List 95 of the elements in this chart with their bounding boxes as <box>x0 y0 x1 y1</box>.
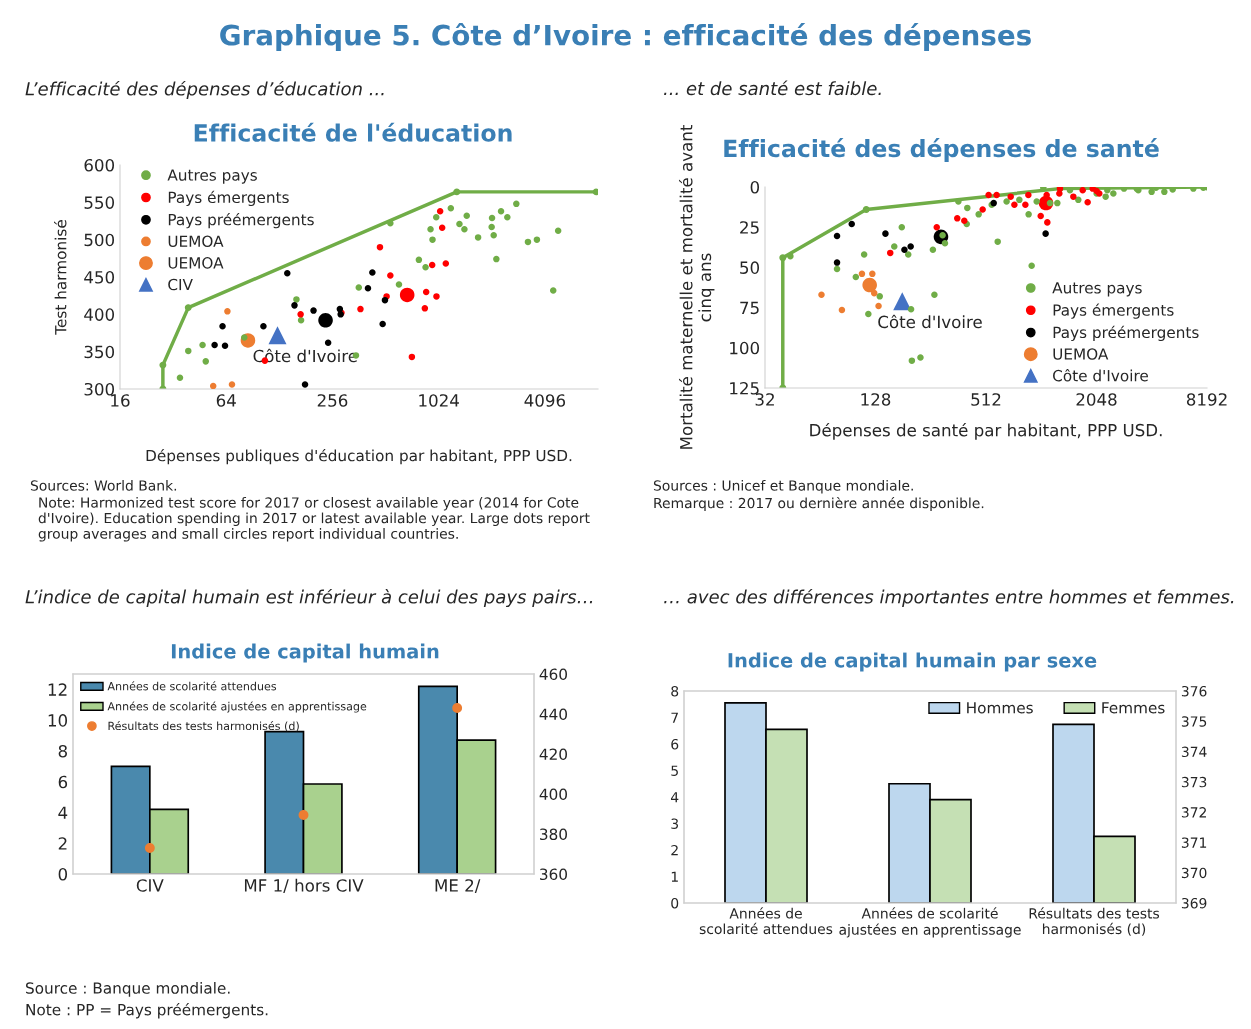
y-axis-title: Test harmonisé <box>54 220 67 335</box>
x-tick-label: Années de scolarité attendues <box>699 907 833 935</box>
text: Remarque : 2017 ou dernière année disponible. <box>654 497 984 511</box>
legend-label: Femmes <box>1102 702 1165 714</box>
legend-label: CIV <box>168 278 193 291</box>
y2-tick-label: 372 <box>1181 807 1206 818</box>
x-tick-label: 512 <box>971 393 1001 406</box>
legend-label: Pays émergents <box>1053 303 1174 319</box>
y-tick-label: 8 <box>58 744 67 758</box>
x-tick-label: ME 2/ <box>435 879 481 894</box>
legend-label: Années de scolarité ajustées en apprentissage <box>107 701 367 713</box>
y2-tick-label: 440 <box>539 708 568 721</box>
y-tick-label: 450 <box>84 270 115 284</box>
y2-tick-label: 371 <box>1181 837 1207 848</box>
y2-tick-label: 376 <box>1181 685 1207 697</box>
y-tick-label: 400 <box>84 308 115 321</box>
chart-subtitle: ... et de santé est faible. <box>664 80 881 96</box>
y-tick-label: 75 <box>740 301 759 315</box>
legend-label: Hommes <box>967 702 1033 714</box>
x-tick-label: 64 <box>216 394 236 407</box>
source-note: Source : Banque mondiale. <box>26 982 230 997</box>
y-tick-label: 6 <box>671 738 679 750</box>
y-tick-label: 12 <box>48 683 67 696</box>
legend-label: Pays préémergents <box>1053 325 1199 342</box>
text: Note : PP = Pays préémergents. <box>26 1003 268 1019</box>
y-tick-label: 100 <box>730 341 760 355</box>
y-tick-label: 10 <box>48 714 68 727</box>
y-tick-label: 0 <box>671 897 679 909</box>
y2-tick-label: 400 <box>539 788 568 801</box>
x-tick-label: 16 <box>111 394 130 407</box>
x-axis-title: Dépenses publiques d'éducation par habitant, PPP USD. <box>146 448 572 465</box>
y-tick-label: 125 <box>730 381 759 395</box>
legend-label: Pays émergents <box>168 190 289 207</box>
y-tick-label: 300 <box>84 382 115 396</box>
legend-label: UEMOA <box>168 235 224 248</box>
text: Graphique 5. Côte d’Ivoire : efficacité des dépenses <box>220 23 1031 51</box>
y-tick-label: 25 <box>740 221 759 234</box>
y-tick-label: 350 <box>84 345 115 359</box>
y-tick-label: 2 <box>671 844 678 856</box>
legend-label: UEMOA <box>168 257 224 269</box>
chart-subtitle: L’efficacité des dépenses d’éducation ... <box>25 80 384 100</box>
chart-title: Efficacité de l'éducation <box>194 122 512 142</box>
source-note: Sources : Unicef et Banque mondiale. <box>653 480 913 494</box>
chart-subtitle: L’indice de capital humain est inférieur à celui des pays pairs… <box>25 588 593 608</box>
legend-label: Autres pays <box>167 169 257 184</box>
y2-tick-label: 375 <box>1181 716 1207 727</box>
y2-tick-label: 373 <box>1181 776 1207 788</box>
y2-tick-label: 374 <box>1181 746 1207 758</box>
chart-title: Indice de capital humain par sexe <box>728 652 1097 672</box>
y2-tick-label: 460 <box>539 668 568 681</box>
y2-tick-label: 370 <box>1181 867 1207 879</box>
y-tick-label: 2 <box>58 837 67 850</box>
y-tick-label: 7 <box>671 712 678 723</box>
x-tick-label: 4096 <box>524 394 566 407</box>
y2-tick-label: 369 <box>1181 897 1207 909</box>
y-tick-label: 6 <box>58 775 68 789</box>
x-tick-label: Années de scolarité ajustées en apprentissage <box>839 907 1021 938</box>
legend-label: Résultats des tests harmonisés (d) <box>108 721 299 732</box>
y-tick-label: 600 <box>84 158 115 172</box>
y-tick-label: 50 <box>740 261 760 274</box>
y2-tick-label: 420 <box>539 748 568 761</box>
y-tick-label: 550 <box>84 196 115 209</box>
y2-tick-label: 360 <box>540 868 568 881</box>
y-tick-label: 8 <box>671 685 679 697</box>
legend-label: Années de scolarité attendues <box>107 681 277 691</box>
x-tick-label: 128 <box>861 393 891 406</box>
y-axis-title: Mortalité maternelle et mortalité avant cinq ans <box>678 124 715 449</box>
x-tick-label: MF 1/ hors CIV <box>244 878 364 894</box>
y-tick-label: 0 <box>750 180 760 194</box>
y-tick-label: 3 <box>671 818 679 829</box>
legend-label: Côte d'Ivoire <box>1053 368 1148 382</box>
x-tick-label: Résultats des tests harmonisés (d) <box>1029 907 1160 936</box>
x-tick-label: 1024 <box>419 394 459 407</box>
x-tick-label: 256 <box>317 394 348 407</box>
legend-label: Autres pays <box>1052 282 1142 297</box>
chart-title: Efficacité des dépenses de santé <box>724 138 1159 162</box>
source-note: Sources: World Bank. <box>30 480 177 491</box>
y-tick-label: 500 <box>84 233 115 247</box>
y2-tick-label: 380 <box>540 828 568 841</box>
annotation: Côte d'Ivoire <box>878 314 982 329</box>
legend-label: Pays préémergents <box>168 212 314 229</box>
legend-label: UEMOA <box>1053 348 1109 360</box>
y-tick-label: 0 <box>58 867 68 881</box>
y-tick-label: 4 <box>670 792 679 803</box>
chart-subtitle: … avec des différences importantes entre hommes et femmes. <box>664 588 1234 608</box>
x-tick-label: 8192 <box>1186 393 1227 406</box>
y-tick-label: 1 <box>671 871 678 882</box>
y-tick-label: 5 <box>671 765 678 776</box>
chart-title: Indice de capital humain <box>171 643 439 663</box>
x-axis-title: Dépenses de santé par habitant, PPP USD. <box>810 422 1162 440</box>
x-tick-label: 2048 <box>1076 393 1117 406</box>
x-tick-label: 32 <box>755 393 774 406</box>
text: Note: Harmonized test score for 2017 or closest available year (2014 for Cote d'Ivoire). Education spending in 2017 or latest available year. Large dots report group averages and small circles report individual countries. <box>38 497 590 542</box>
y-tick-label: 4 <box>58 806 68 819</box>
x-tick-label: CIV <box>136 879 164 892</box>
